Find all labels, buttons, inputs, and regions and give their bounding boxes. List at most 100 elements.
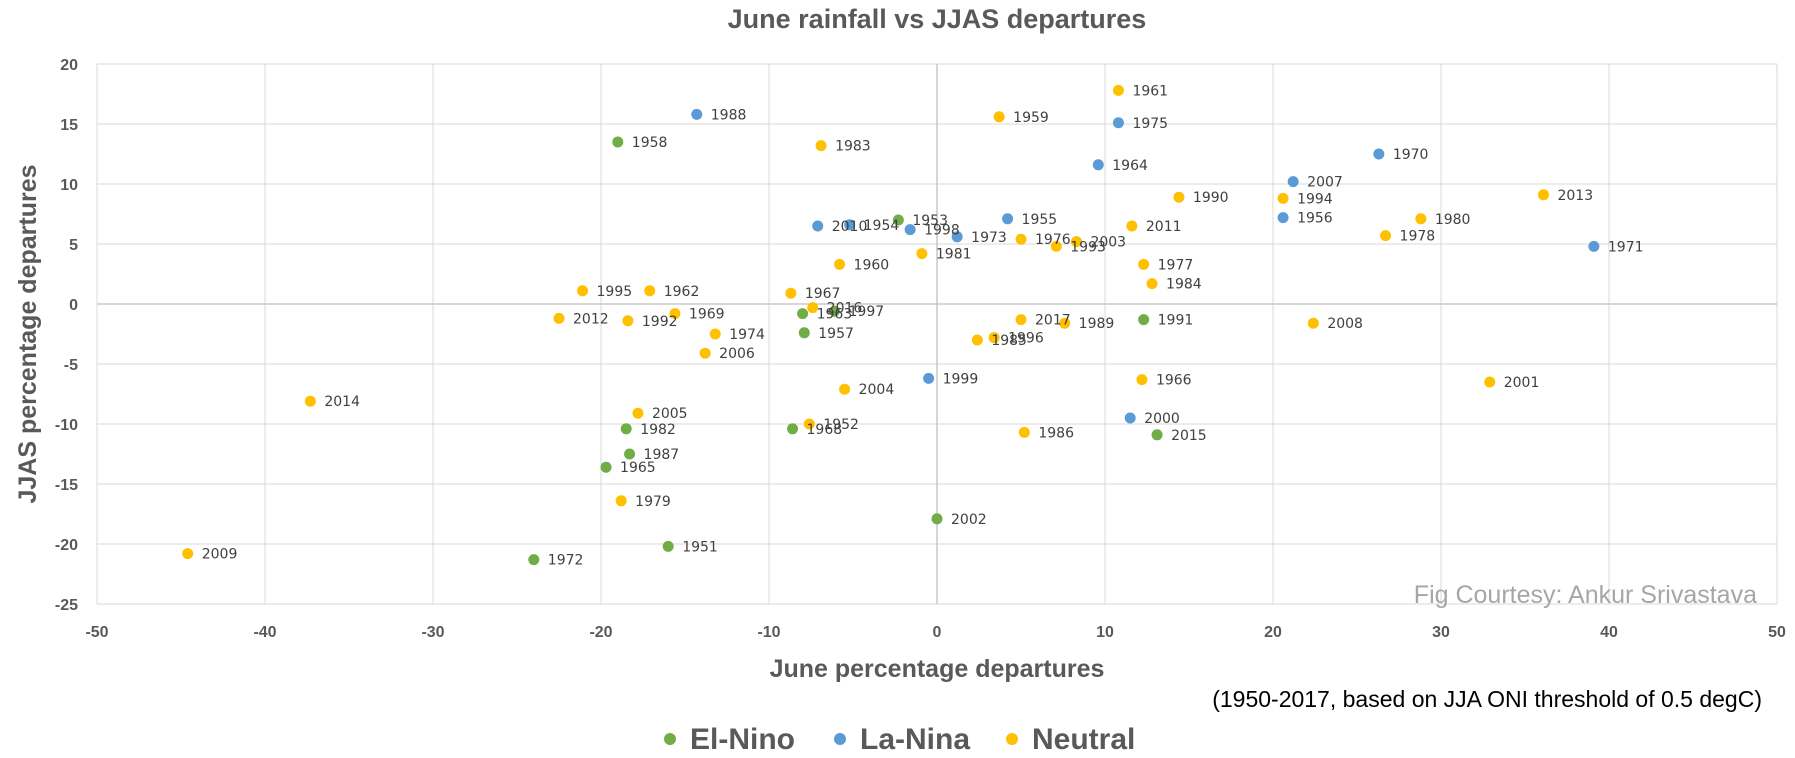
data-point — [1092, 159, 1104, 171]
data-point — [1173, 191, 1185, 203]
data-label: 1987 — [644, 447, 680, 463]
data-point — [577, 285, 589, 297]
data-point — [839, 383, 851, 395]
data-point — [829, 305, 841, 317]
data-label: 1994 — [1297, 191, 1333, 207]
data-label: 2001 — [1504, 375, 1540, 391]
data-label: 1984 — [1166, 277, 1202, 293]
x-tick-label: -10 — [757, 624, 780, 641]
x-tick-label: -50 — [85, 624, 108, 641]
legend-entry: La-Nina — [860, 723, 970, 756]
data-label: 1954 — [864, 218, 900, 234]
data-point — [834, 258, 846, 270]
data-point — [1380, 230, 1392, 242]
data-label: 1969 — [689, 307, 725, 323]
data-label: 1985 — [991, 333, 1027, 349]
data-label: 1980 — [1435, 212, 1471, 228]
data-label: 2017 — [1035, 313, 1071, 329]
data-label: 1973 — [971, 230, 1007, 246]
y-tick-label: 10 — [60, 177, 78, 194]
legend: El-Nino La-Nina Neutral — [664, 723, 1135, 756]
legend-entry: Neutral — [1032, 723, 1135, 756]
legend-marker — [664, 733, 676, 745]
data-point — [1136, 374, 1148, 386]
data-label: 1952 — [823, 417, 859, 433]
x-tick-label: -40 — [253, 624, 276, 641]
data-label: 2003 — [1090, 235, 1126, 251]
data-point — [304, 395, 316, 407]
data-point — [844, 219, 856, 231]
data-point — [1112, 84, 1124, 96]
data-point — [612, 136, 624, 148]
data-label: 1992 — [642, 314, 678, 330]
data-label: 1978 — [1400, 229, 1436, 245]
data-point — [812, 220, 824, 232]
data-point — [1126, 220, 1138, 232]
data-label: 2009 — [202, 547, 238, 563]
y-tick-label: 5 — [69, 237, 78, 254]
data-point — [709, 328, 721, 340]
data-point — [1307, 317, 1319, 329]
data-label: 1990 — [1193, 190, 1229, 206]
data-point — [1146, 278, 1158, 290]
data-point — [632, 407, 644, 419]
data-point — [1287, 176, 1299, 188]
data-point — [815, 140, 827, 152]
data-point — [1373, 148, 1385, 160]
y-tick-label: -20 — [55, 537, 78, 554]
data-point — [787, 423, 799, 435]
data-label: 2008 — [1327, 316, 1363, 332]
data-label: 2016 — [827, 301, 863, 317]
data-label: 2000 — [1144, 411, 1180, 427]
data-label: 2010 — [832, 219, 868, 235]
x-tick-label: 50 — [1768, 624, 1786, 641]
data-point — [807, 302, 819, 314]
data-point — [182, 548, 194, 560]
data-label: 1964 — [1112, 158, 1148, 174]
data-point — [988, 332, 1000, 344]
data-label: 1970 — [1393, 147, 1429, 163]
data-point — [1112, 117, 1124, 129]
data-label: 2011 — [1146, 219, 1182, 235]
data-label: 1977 — [1158, 257, 1194, 273]
data-label: 1972 — [548, 553, 584, 569]
data-label: 1966 — [1156, 373, 1192, 389]
y-tick-label: -10 — [55, 417, 78, 434]
data-label: 1996 — [1008, 331, 1044, 347]
data-point — [1138, 258, 1150, 270]
data-label: 1965 — [620, 460, 656, 476]
data-point — [644, 285, 656, 297]
data-label: 2006 — [719, 346, 755, 362]
legend-marker — [1006, 733, 1018, 745]
point-labels: 1951 1953 1957 1958 1963 1965 1968 1972 1982 1987… — [202, 83, 1644, 568]
data-point — [1002, 213, 1014, 225]
data-point — [620, 423, 632, 435]
data-label: 1998 — [924, 223, 960, 239]
data-label: 1982 — [640, 422, 676, 438]
data-label: 1962 — [664, 284, 700, 300]
data-point — [785, 287, 797, 299]
data-label: 1967 — [805, 286, 841, 302]
data-point — [600, 461, 612, 473]
y-tick-label: -5 — [64, 357, 78, 374]
data-point — [528, 554, 540, 566]
data-point — [615, 495, 627, 507]
data-point — [1070, 236, 1082, 248]
data-label: 1951 — [682, 539, 718, 555]
data-point — [931, 513, 943, 525]
x-tick-label: 10 — [1096, 624, 1114, 641]
data-point — [1059, 317, 1071, 329]
data-label: 1991 — [1158, 313, 1194, 329]
data-point — [1050, 240, 1062, 252]
data-label: 2013 — [1557, 188, 1593, 204]
data-point — [1484, 376, 1496, 388]
data-label: 1975 — [1132, 116, 1168, 132]
data-point — [1151, 429, 1163, 441]
data-label: 1960 — [854, 257, 890, 273]
data-label: 1957 — [818, 326, 854, 342]
data-point — [1015, 314, 1027, 326]
data-label: 1976 — [1035, 232, 1071, 248]
y-tick-label: 15 — [60, 117, 78, 134]
data-point — [923, 372, 935, 384]
data-label: 2004 — [859, 382, 895, 398]
